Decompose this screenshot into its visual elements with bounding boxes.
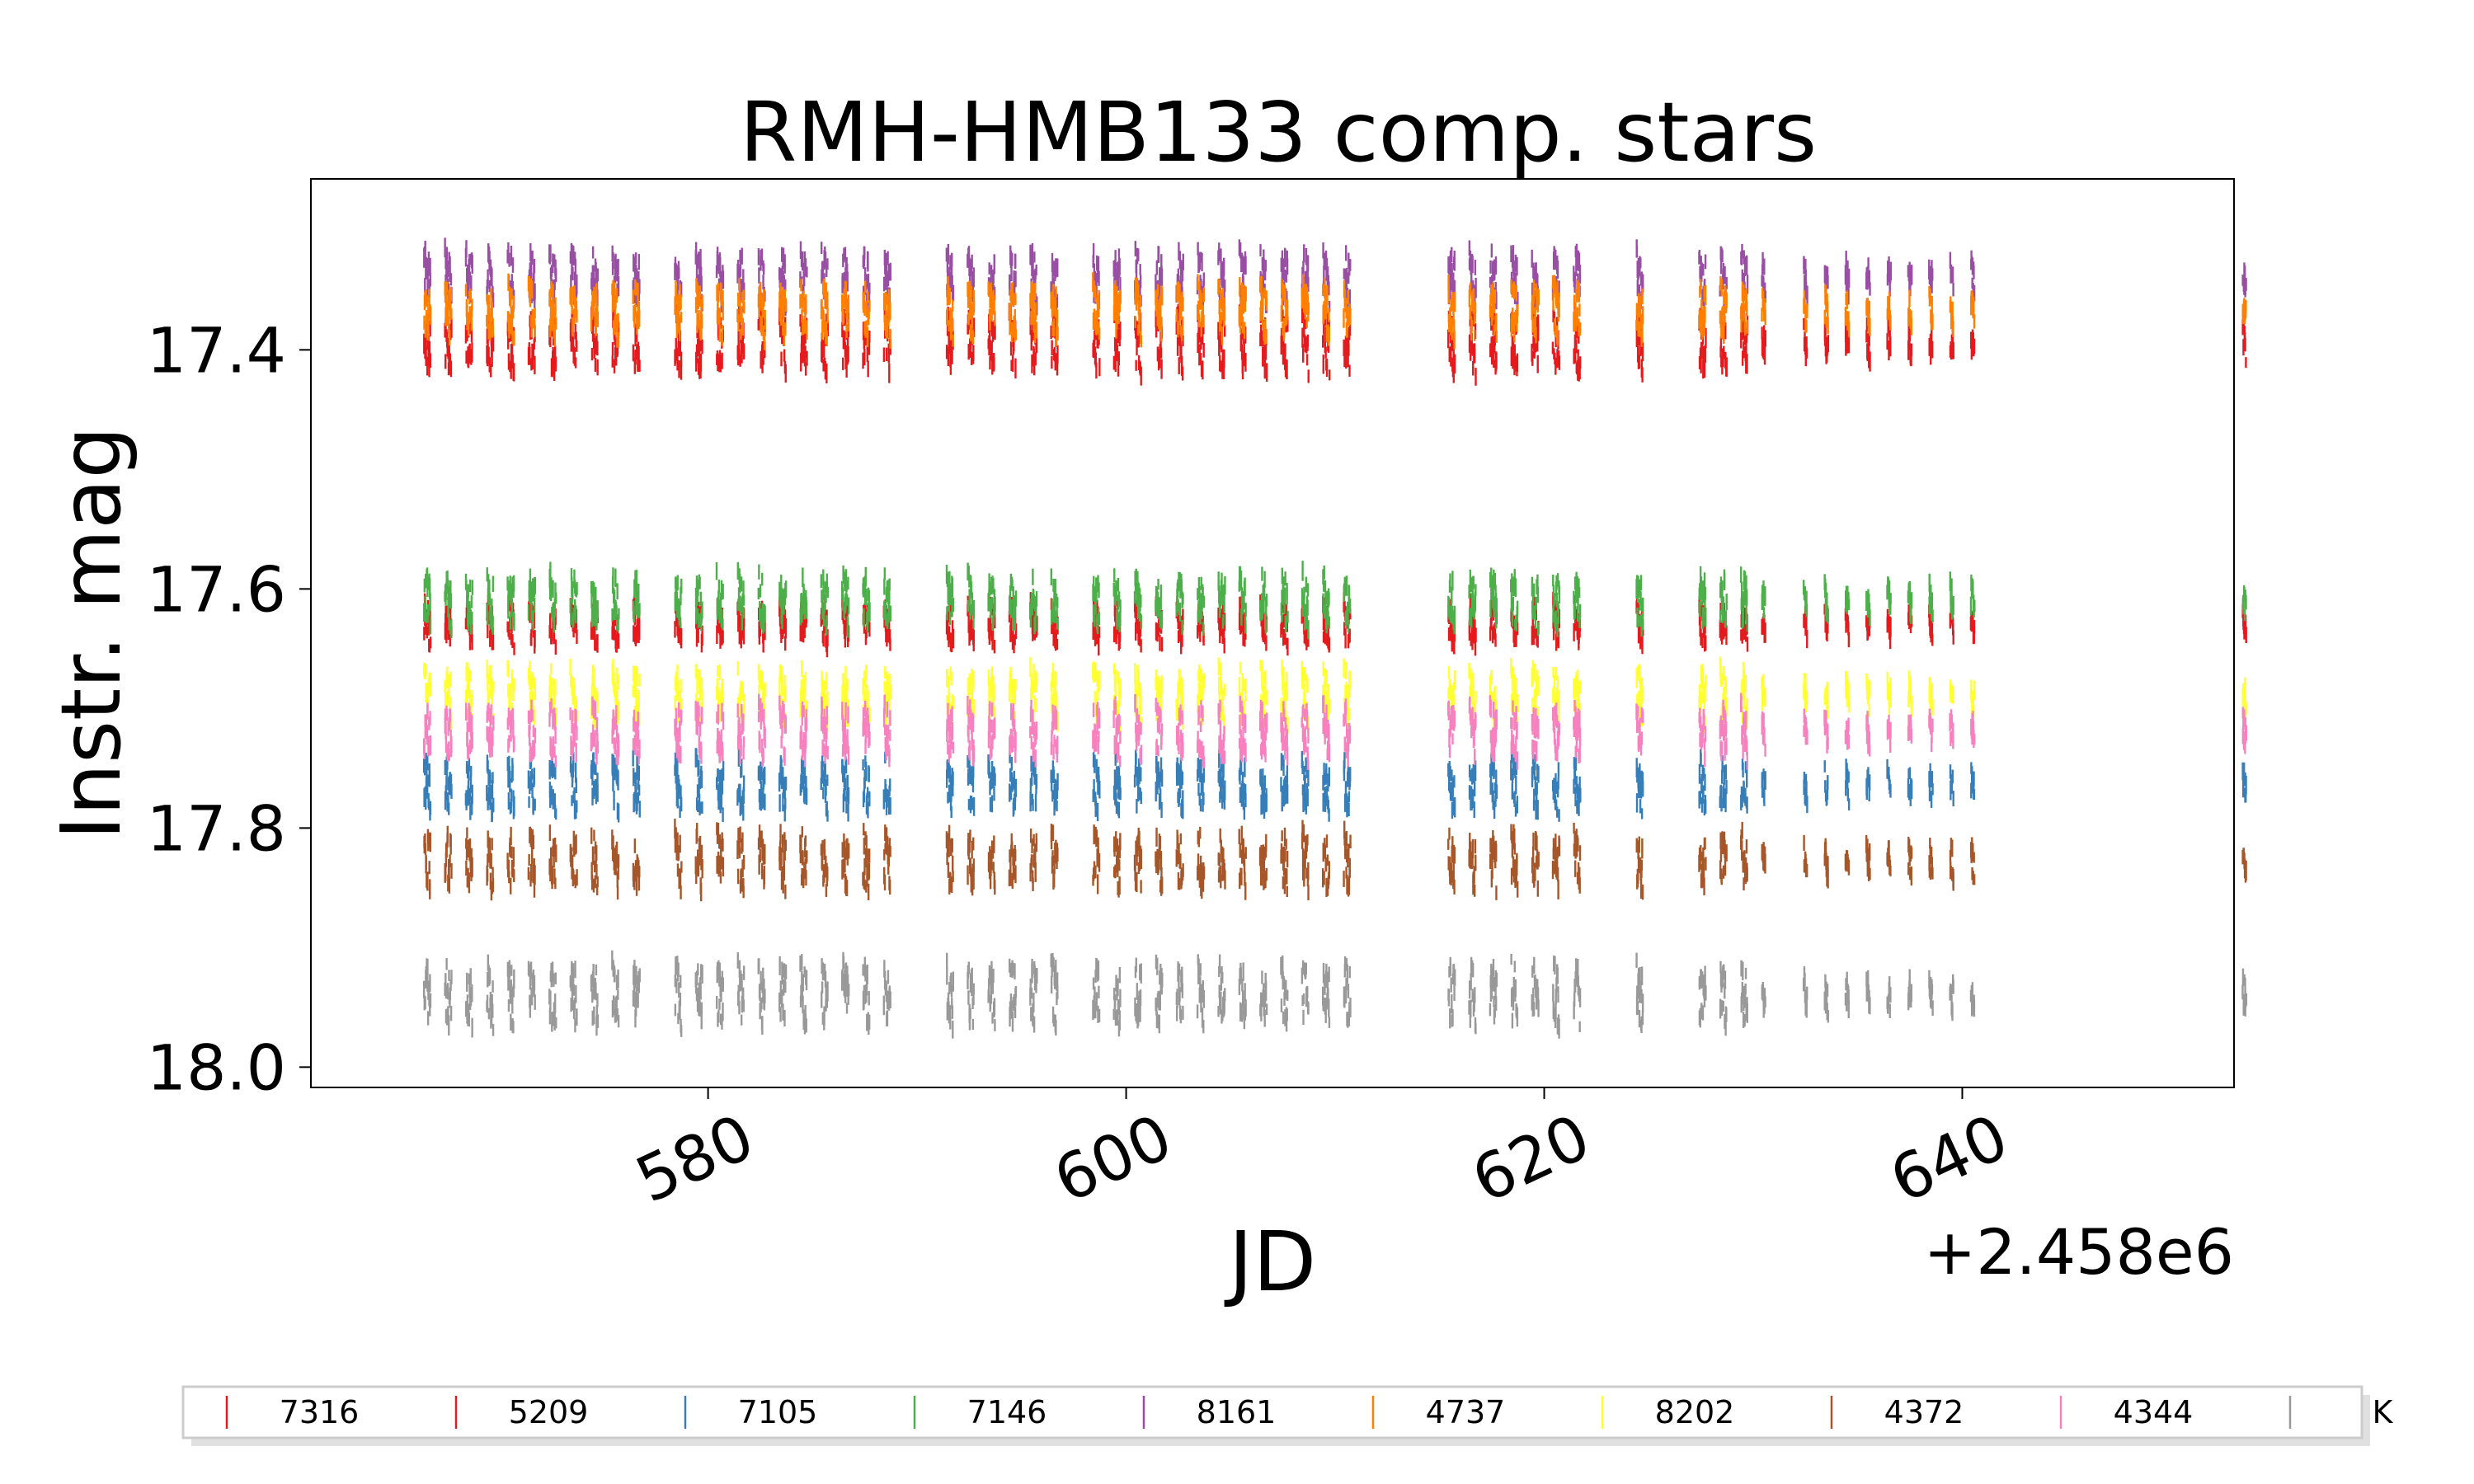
chart-title: RMH-HMB133 comp. stars xyxy=(740,84,1817,181)
series-7105 xyxy=(422,748,2247,823)
plot-area xyxy=(422,237,2248,1039)
series-4737 xyxy=(423,272,2247,350)
series-7146 xyxy=(423,561,2247,640)
